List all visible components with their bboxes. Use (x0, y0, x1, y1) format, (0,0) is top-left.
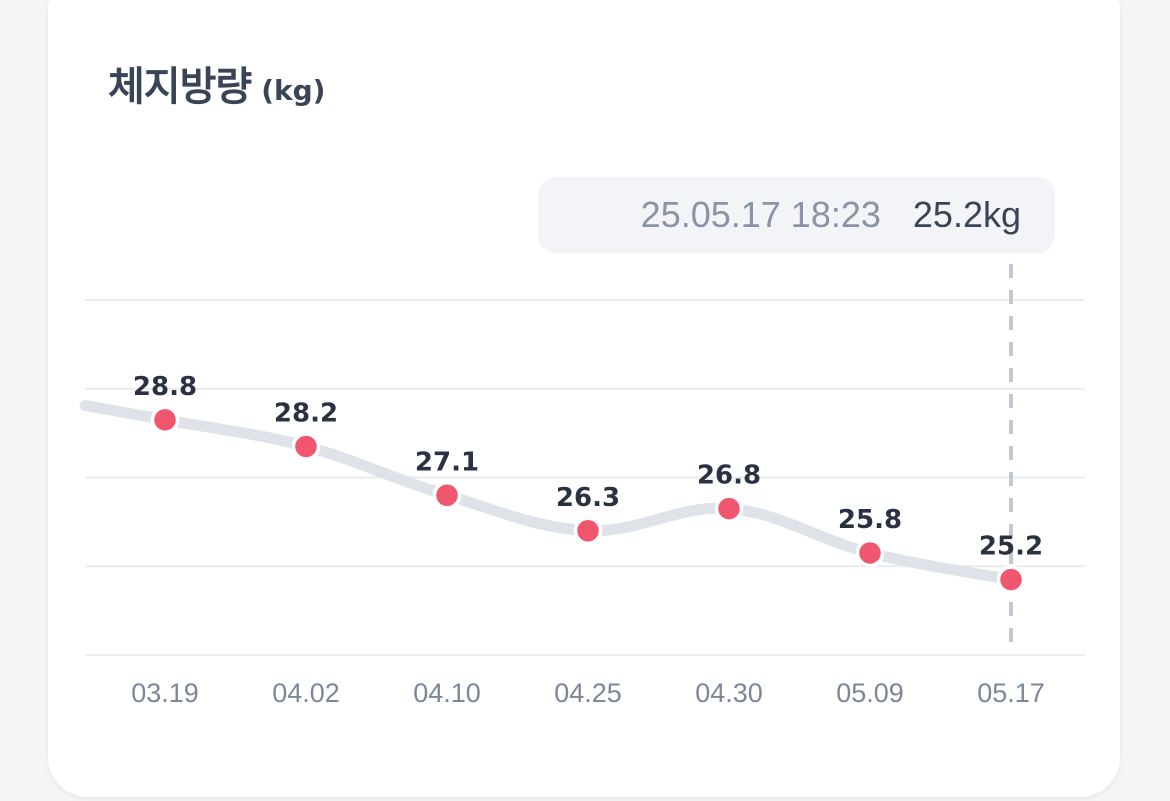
chart-title: 체지방량 (kg) (108, 54, 325, 112)
x-tick-label: 04.10 (413, 678, 481, 708)
data-label: 28.2 (274, 398, 338, 428)
data-label: 25.2 (979, 532, 1043, 562)
data-point[interactable] (855, 538, 885, 568)
data-point[interactable] (714, 494, 744, 523)
data-points (150, 405, 1026, 594)
x-tick-label: 05.09 (836, 678, 904, 708)
data-label: 26.8 (697, 461, 761, 491)
data-point[interactable] (150, 405, 180, 435)
tooltip-value: 25.2kg (912, 194, 1021, 235)
selected-point-tooltip: 25.05.17 18:23 25.2kg (538, 177, 1055, 253)
series-line-path (79, 399, 1017, 586)
data-point[interactable] (291, 432, 321, 461)
x-tick-label: 04.25 (554, 678, 622, 708)
x-axis-ticks: 03.19 04.02 04.10 04.25 04.30 05.09 05.17 (131, 678, 1045, 708)
data-label: 27.1 (415, 447, 479, 477)
value-labels: 28.8 28.2 27.1 26.3 26.8 25.8 25.2 (133, 372, 1043, 562)
data-point[interactable] (573, 516, 603, 545)
data-point[interactable] (996, 565, 1026, 594)
data-point[interactable] (432, 481, 462, 510)
body-fat-card (48, 0, 1120, 797)
x-tick-label: 03.19 (131, 678, 199, 708)
data-label: 26.3 (556, 483, 620, 513)
data-label: 28.8 (133, 372, 197, 402)
x-tick-label: 05.17 (977, 678, 1045, 708)
chart-unit: (kg) (261, 74, 326, 107)
series-line (79, 399, 1017, 586)
x-tick-label: 04.30 (695, 678, 763, 708)
tooltip-datetime: 25.05.17 18:23 (640, 194, 881, 235)
data-label: 25.8 (838, 505, 902, 535)
chart-title-text: 체지방량 (108, 64, 252, 110)
x-tick-label: 04.02 (272, 678, 340, 708)
grid-lines (85, 299, 1085, 656)
